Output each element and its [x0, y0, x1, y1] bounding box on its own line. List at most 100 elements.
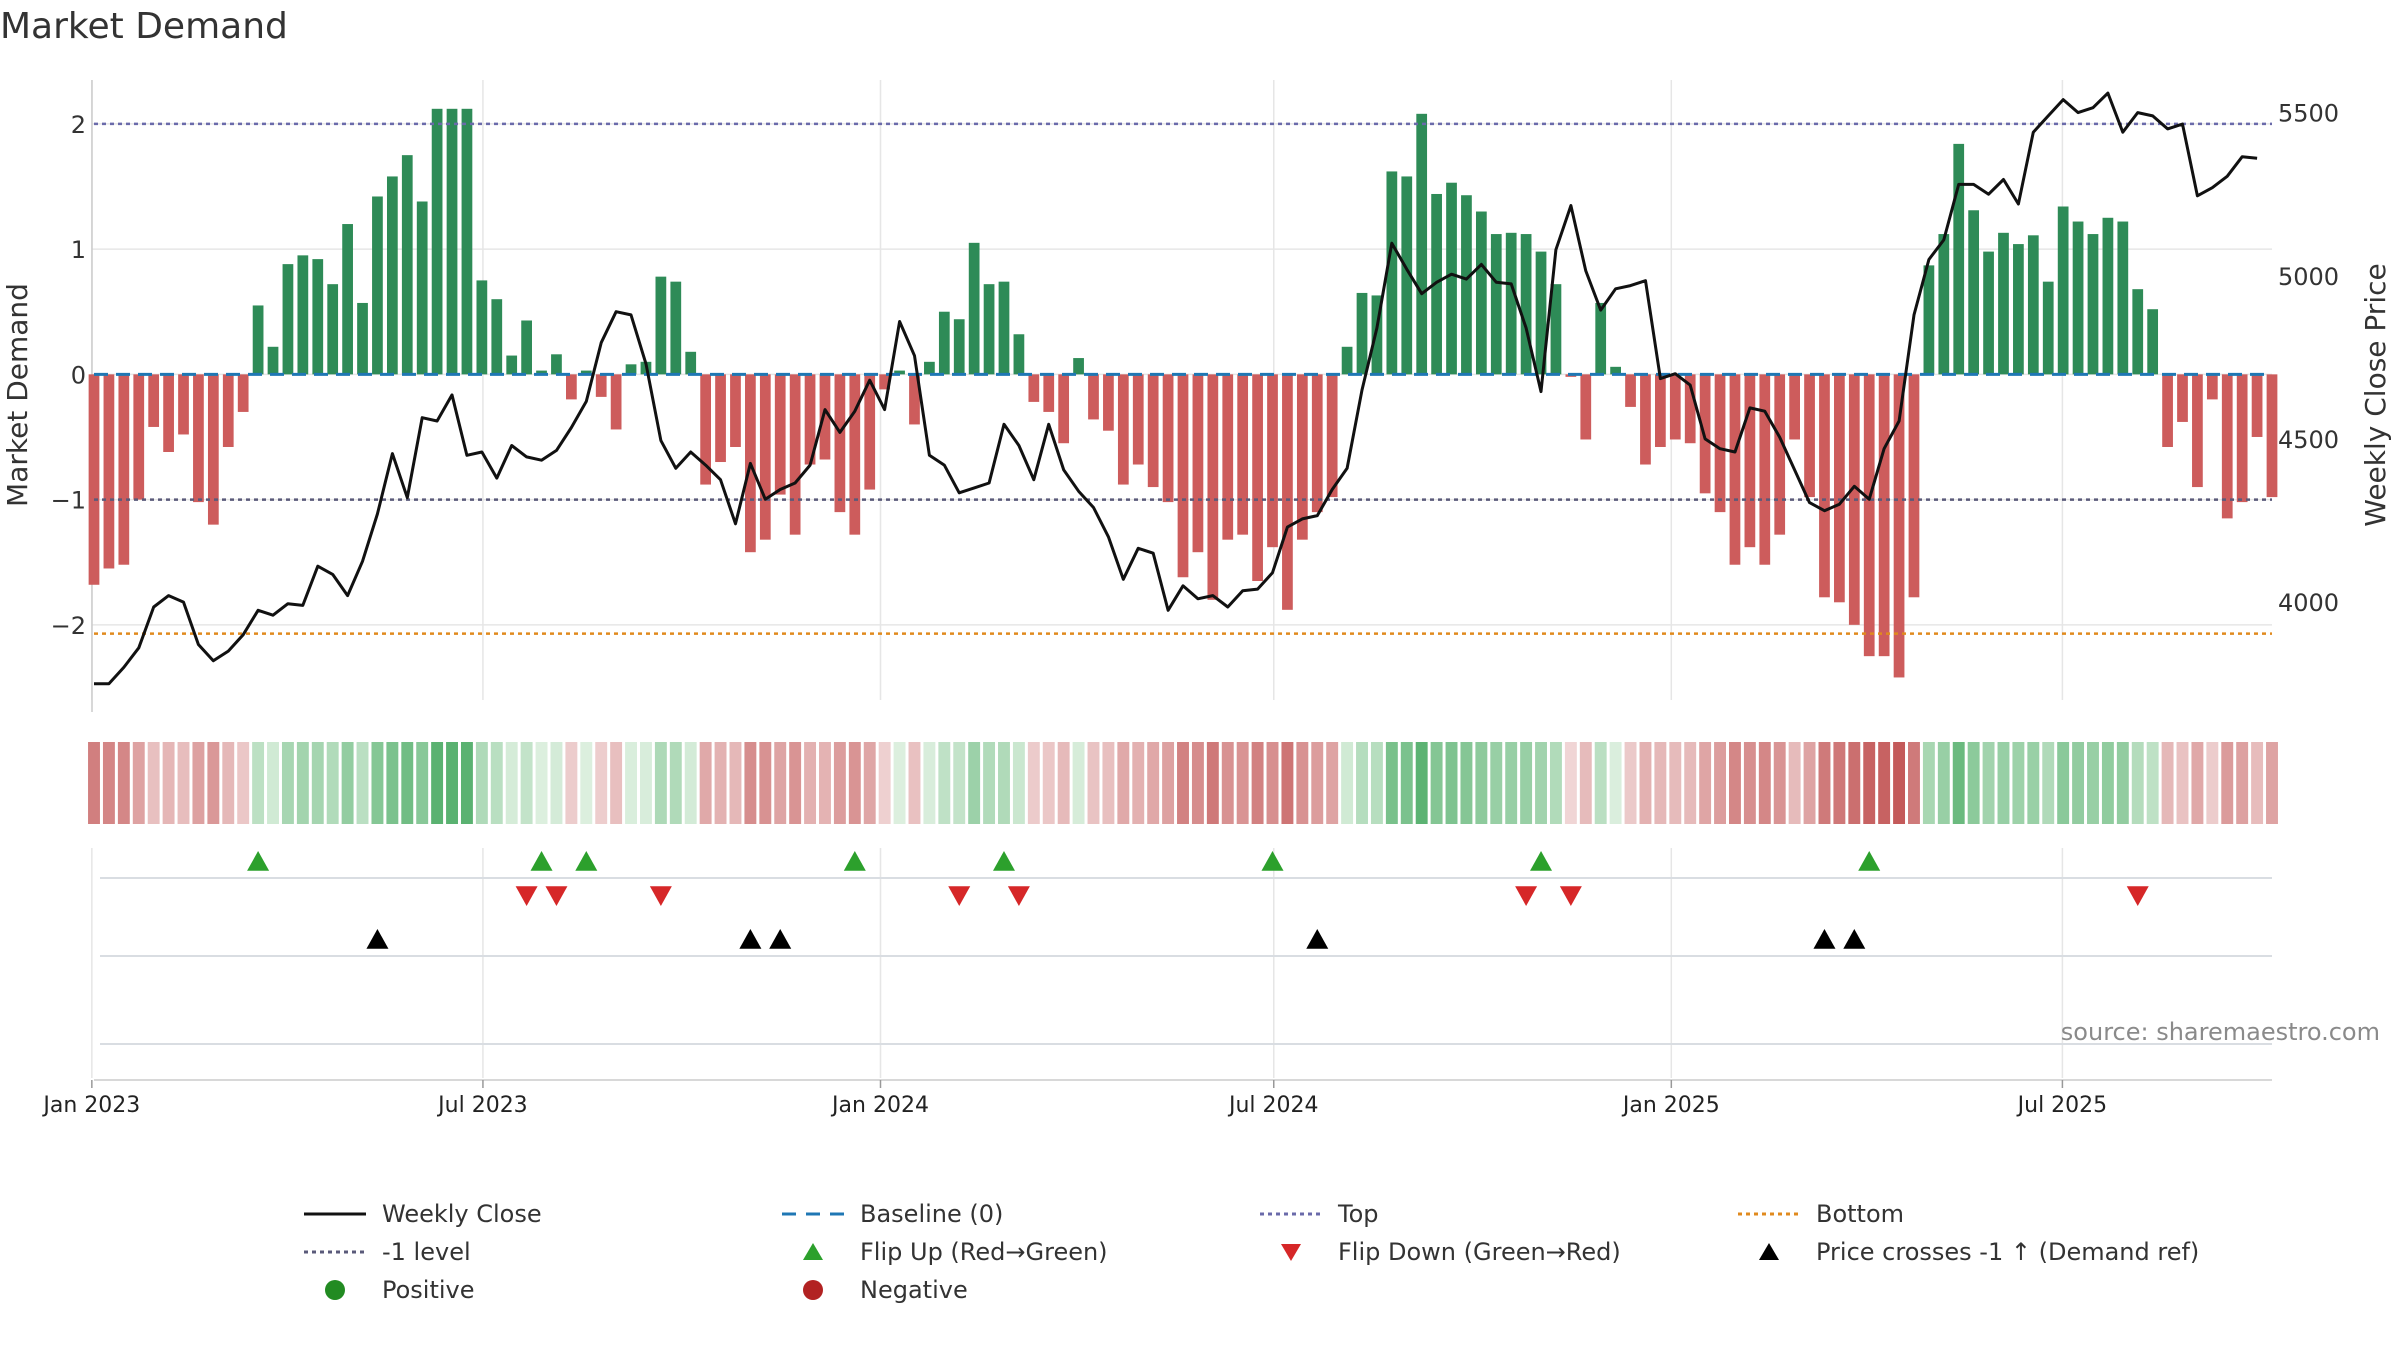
heat-cell [446, 742, 458, 824]
heat-cell [88, 742, 100, 824]
heat-cell [1535, 742, 1547, 824]
demand-bar-positive [2072, 221, 2084, 375]
heat-cell [1296, 742, 1309, 824]
heat-cell [1281, 742, 1294, 824]
heat-cell [789, 742, 802, 824]
legend-item: -1 level [300, 1238, 778, 1266]
heat-cell [2146, 742, 2159, 824]
demand-bar-positive [1461, 195, 1472, 375]
demand-bar-positive [1013, 334, 1025, 375]
heat-cell [2191, 742, 2204, 824]
demand-bar-negative [2266, 374, 2278, 498]
heat-cell [863, 742, 876, 824]
legend-item: Baseline (0) [778, 1200, 1256, 1228]
dotted-line-icon [300, 1238, 370, 1266]
heat-cell [1221, 742, 1234, 824]
legend-item: Flip Up (Red→Green) [778, 1238, 1256, 1266]
heat-cell [2087, 742, 2099, 824]
heat-cell [953, 742, 966, 824]
demand-bar-positive [968, 242, 980, 375]
heat-cell [1162, 742, 1175, 824]
demand-bar-negative [1043, 374, 1055, 412]
legend-item: Negative [778, 1276, 1256, 1304]
demand-bar-negative [610, 374, 622, 430]
heat-cell [640, 742, 652, 824]
demand-bar-negative [834, 374, 846, 513]
demand-bar-positive [476, 280, 488, 375]
demand-bar-positive [1520, 234, 1532, 375]
legend-label: Weekly Close [382, 1200, 542, 1228]
heat-cell [1863, 742, 1876, 824]
demand-bar-positive [357, 302, 368, 375]
demand-bar-negative [864, 374, 876, 490]
demand-bar-negative [222, 374, 234, 447]
demand-bar-positive [2013, 244, 2024, 375]
demand-bar-positive [282, 264, 294, 375]
price-cross-marker [1813, 929, 1836, 949]
heat-cell [1729, 742, 1741, 824]
demand-bar-positive [521, 320, 532, 375]
demand-bar-positive [2132, 289, 2144, 375]
heat-cell [1430, 742, 1443, 824]
demand-bar-negative [789, 374, 801, 535]
heat-cell [2266, 742, 2278, 824]
heat-cell [684, 742, 697, 824]
heat-cell [1236, 742, 1249, 824]
x-axis-ticks: Jan 2023 Jul 2023 Jan 2024 Jul 2024 Jan 2025… [41, 1080, 2107, 1118]
y-tick-right: 5000 [2278, 263, 2339, 291]
heat-cell [177, 742, 190, 824]
heat-cell [1669, 742, 1682, 824]
heat-cell [610, 742, 623, 824]
heat-cell [1191, 742, 1204, 824]
demand-bar-negative [849, 374, 861, 535]
demand-bar-negative [1252, 374, 1263, 582]
legend-label: Price crosses -1 ↑ (Demand ref) [1816, 1238, 2200, 1266]
demand-bar-negative [1311, 374, 1323, 513]
heat-cell [296, 742, 309, 824]
heat-cell [654, 742, 667, 824]
demand-bar-negative [715, 374, 726, 463]
demand-bar-negative [1804, 374, 1815, 498]
heat-cell [1012, 742, 1025, 824]
heat-cell [520, 742, 533, 824]
heat-cell [1773, 742, 1786, 824]
demand-bar-positive [1505, 232, 1517, 375]
demand-bar-positive [1938, 234, 1950, 375]
chart-title: Market Demand [0, 6, 288, 47]
heat-cell [490, 742, 503, 824]
heat-cell [1758, 742, 1771, 824]
heat-cell [1833, 742, 1846, 824]
heat-cell [1818, 742, 1831, 824]
demand-bar-positive [938, 311, 950, 375]
demand-bars [88, 108, 2278, 678]
heat-cell [535, 742, 548, 824]
legend-label: Flip Up (Red→Green) [860, 1238, 1108, 1266]
demand-bar-positive [953, 319, 965, 375]
flip-down-marker [1559, 886, 1582, 906]
demand-bar-negative [207, 374, 219, 525]
x-tick-label: Jan 2023 [41, 1093, 140, 1118]
demand-bar-positive [252, 305, 264, 375]
demand-bar-negative [1759, 374, 1771, 565]
heat-cell [2251, 742, 2264, 824]
heat-cell [1714, 742, 1726, 824]
legend-item: Flip Down (Green→Red) [1256, 1238, 1734, 1266]
heat-cell [281, 742, 294, 824]
demand-bar-negative [1789, 374, 1801, 440]
demand-bar-negative [1669, 374, 1681, 440]
price-cross-marker [739, 929, 762, 949]
heat-cell [117, 742, 130, 824]
demand-bar-negative [1744, 374, 1756, 548]
flip-up-marker [575, 851, 598, 871]
flip-down-marker [1515, 886, 1538, 906]
demand-bar-negative [1893, 374, 1905, 678]
heat-cell [147, 742, 160, 824]
demand-bar-positive [1923, 265, 1935, 375]
demand-bar-negative [103, 374, 115, 569]
triangle-up-icon [1734, 1238, 1804, 1266]
demand-bar-negative [1580, 374, 1592, 440]
x-tick-label: Jul 2024 [1227, 1093, 1319, 1118]
demand-bar-negative [2192, 374, 2203, 488]
demand-bar-positive [1953, 143, 1965, 375]
heat-cell [774, 742, 787, 824]
